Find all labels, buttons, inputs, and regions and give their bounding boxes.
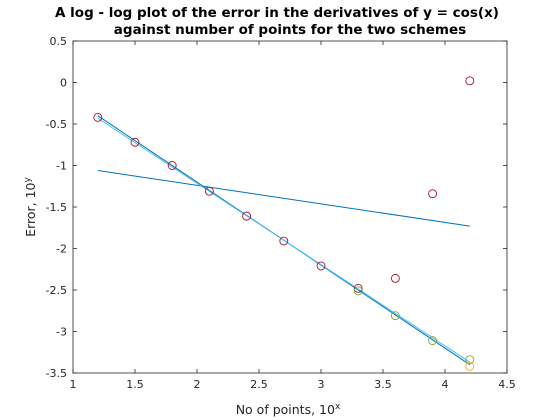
series-line bbox=[97, 169, 470, 227]
data-point bbox=[204, 186, 214, 196]
y-tick-label: 0 bbox=[60, 77, 67, 90]
x-axis-label: No of points, 10x bbox=[236, 402, 341, 417]
y-tick-label: -3.5 bbox=[46, 367, 67, 380]
data-point bbox=[465, 355, 475, 365]
x-axis-label-superscript: x bbox=[335, 402, 341, 412]
data-point bbox=[465, 361, 475, 371]
x-axis-label-text: No of points, 10 bbox=[236, 402, 335, 417]
y-tick-label: -0.5 bbox=[46, 118, 67, 131]
data-point bbox=[390, 273, 400, 283]
series-line bbox=[97, 117, 471, 363]
data-point bbox=[167, 161, 177, 170]
data-point bbox=[316, 261, 326, 271]
y-tick-label: -2.5 bbox=[46, 284, 67, 297]
x-tick-label: 2.5 bbox=[250, 378, 268, 391]
y-tick-label: -1.5 bbox=[46, 201, 67, 214]
data-point bbox=[130, 137, 140, 147]
data-point bbox=[428, 336, 438, 346]
y-axis-label: Error, 10y bbox=[23, 177, 38, 237]
y-axis-label-text: Error, 10 bbox=[23, 182, 38, 236]
x-tick-label: 3.5 bbox=[374, 378, 392, 391]
data-point bbox=[390, 311, 400, 321]
data-point bbox=[353, 283, 363, 293]
data-point bbox=[465, 76, 475, 86]
x-tick-label: 1.5 bbox=[126, 378, 144, 391]
y-tick-label: -2 bbox=[56, 243, 67, 256]
x-tick-label: 4.5 bbox=[498, 378, 516, 391]
chart-title-line-1: A log - log plot of the error in the der… bbox=[55, 5, 499, 21]
data-point bbox=[428, 189, 438, 199]
x-tick-label: 2 bbox=[194, 378, 201, 391]
chart-title-line-2: against number of points for the two sch… bbox=[114, 22, 466, 38]
data-point bbox=[93, 112, 103, 122]
plot-area: 1 1.5 2 2.5 3 3.5 4 4.5 0.5 0 -0.5 -1 -1.5 -2 -2.5 -3 -3… bbox=[46, 35, 516, 391]
y-tick-label: -1 bbox=[56, 160, 67, 173]
y-axis-label-superscript: y bbox=[23, 177, 33, 183]
y-tick-label: 0.5 bbox=[50, 35, 68, 48]
data-point bbox=[279, 236, 289, 246]
data-point bbox=[353, 286, 363, 296]
x-tick-label: 1 bbox=[70, 378, 77, 391]
y-tick-label: -3 bbox=[56, 326, 67, 339]
data-point bbox=[242, 211, 252, 221]
x-tick-label: 4 bbox=[442, 378, 449, 391]
x-tick-label: 3 bbox=[318, 378, 325, 391]
